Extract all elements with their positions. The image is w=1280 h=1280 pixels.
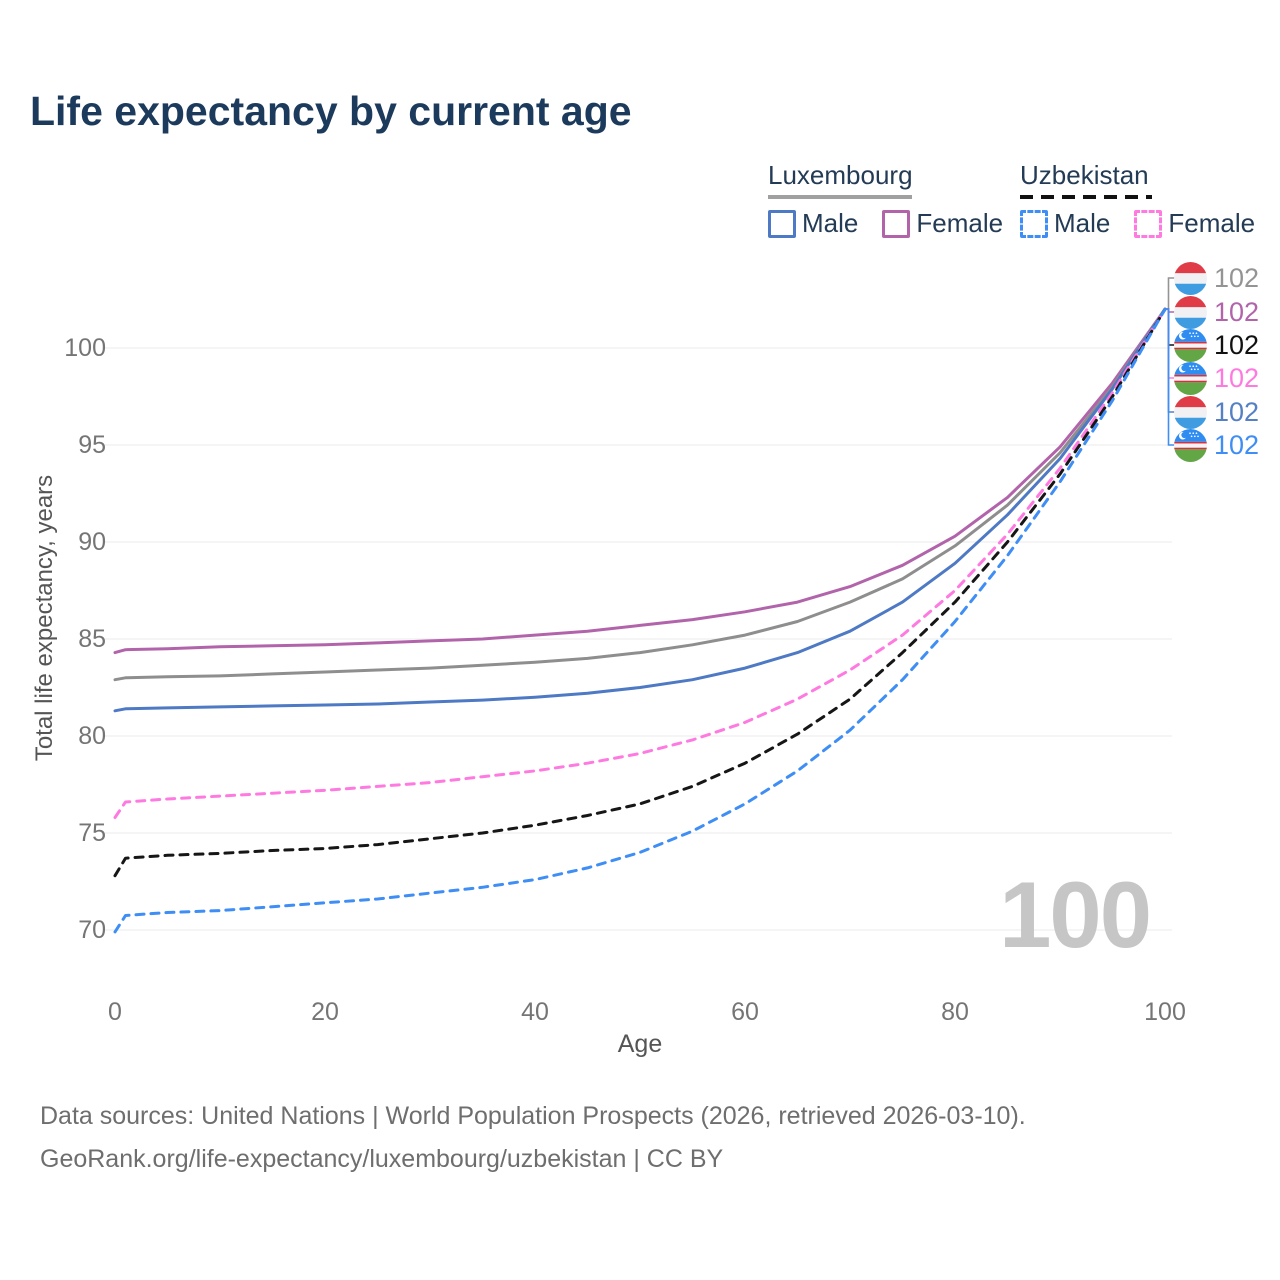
series-line-uzbekistan-both-sexes: [113, 307, 1167, 878]
x-tick-label: 100: [1144, 998, 1186, 1026]
end-label-row: 102: [1174, 261, 1259, 295]
flag-uzbekistan-icon: [1174, 361, 1207, 395]
legend-swatch-uzbekistan-male[interactable]: [1020, 209, 1048, 238]
x-axis-title: Age: [617, 1030, 663, 1058]
y-tick-label: 75: [78, 819, 106, 847]
end-value-label: 102: [1214, 329, 1260, 360]
legend-item-luxembourg-male[interactable]: Male: [802, 208, 859, 238]
footer-url: GeoRank.org/life-expectancy/luxembourg/u…: [40, 1145, 724, 1173]
end-label-row: 102: [1174, 361, 1259, 395]
x-tick-label: 20: [311, 998, 339, 1026]
end-label-row: 102: [1174, 328, 1259, 362]
y-tick-label: 80: [78, 722, 106, 750]
end-value-label: 102: [1214, 429, 1260, 460]
end-value-label: 102: [1214, 396, 1260, 427]
legend-country-luxembourg: Luxembourg: [768, 160, 913, 190]
legend-item-uzbekistan-male[interactable]: Male: [1054, 208, 1111, 238]
legend-underline-dashed-line: [1020, 195, 1152, 199]
end-value-label: 102: [1214, 362, 1260, 393]
flag-luxembourg-icon: [1174, 395, 1207, 429]
series-line-luxembourg-male: [113, 307, 1167, 713]
flag-luxembourg-icon: [1174, 295, 1207, 329]
legend-swatch-luxembourg-male[interactable]: [768, 209, 796, 238]
y-tick-label: 90: [78, 528, 106, 556]
legend-item-luxembourg-female[interactable]: Female: [916, 208, 1004, 238]
age-counter-watermark: 100: [999, 862, 1152, 967]
end-value-label: 102: [1214, 296, 1260, 327]
legend-country-uzbekistan: Uzbekistan: [1020, 160, 1149, 190]
footer-data-sources: Data sources: United Nations | World Pop…: [40, 1102, 1026, 1130]
legend-group-uzbekistan: Uzbekistan Male Female: [1020, 160, 1255, 239]
legend-swatch-luxembourg-female[interactable]: [882, 209, 911, 238]
legend-item-uzbekistan-female[interactable]: Female: [1168, 208, 1256, 238]
end-label-row: 102: [1174, 395, 1259, 429]
series-line-luxembourg-female: [113, 307, 1167, 655]
x-tick-label: 80: [941, 998, 969, 1026]
end-value-label: 102: [1214, 262, 1260, 293]
y-axis-title: Total life expectancy, years: [31, 474, 58, 762]
x-tick-label: 60: [731, 998, 759, 1026]
legend-group-luxembourg: Luxembourg Male Female: [768, 160, 1003, 239]
y-tick-label: 85: [78, 625, 106, 653]
end-label-row: 102: [1174, 295, 1259, 329]
series-line-uzbekistan-male: [113, 307, 1167, 934]
footer: Data sources: United Nations | World Pop…: [40, 1102, 1026, 1188]
y-tick-label: 70: [78, 916, 106, 944]
leader-line: [1165, 308, 1175, 446]
end-label-row: 102: [1174, 428, 1259, 462]
flag-uzbekistan-icon: [1174, 328, 1207, 362]
series-line-luxembourg-both-sexes: [113, 307, 1167, 682]
legend-underline-solid-line: [768, 195, 912, 199]
y-tick-label: 95: [78, 431, 106, 459]
page-title: Life expectancy by current age: [30, 88, 632, 134]
x-tick-label: 0: [108, 998, 122, 1026]
legend-swatch-uzbekistan-female[interactable]: [1134, 209, 1163, 238]
x-tick-label: 40: [521, 998, 549, 1026]
flag-uzbekistan-icon: [1174, 428, 1207, 462]
flag-luxembourg-icon: [1174, 261, 1207, 295]
series-line-uzbekistan-female: [113, 307, 1167, 819]
y-tick-label: 100: [64, 334, 106, 362]
